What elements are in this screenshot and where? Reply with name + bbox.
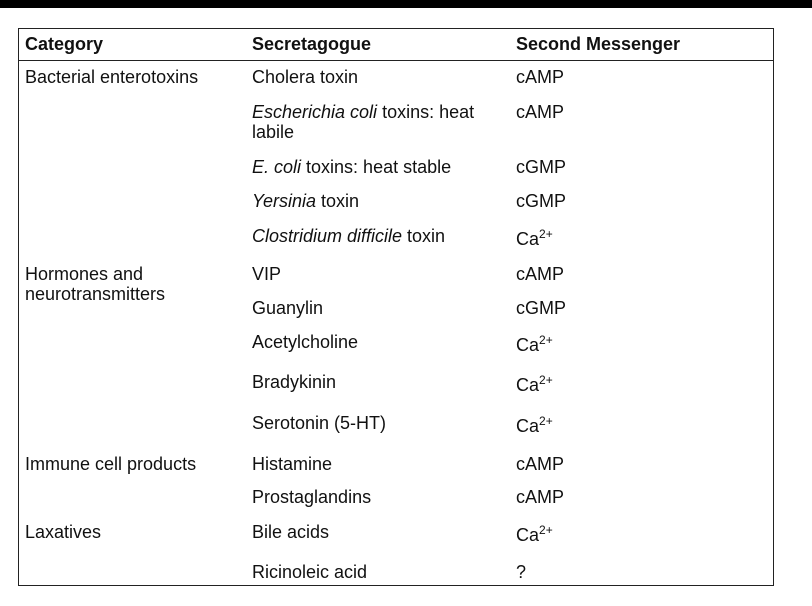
table-row-secretagogue: Bradykinin (252, 372, 507, 392)
category-cell: Laxatives (25, 522, 102, 542)
header-secretagogue: Secretagogue (252, 34, 372, 54)
category-cell: Bacterial enterotoxins (25, 67, 199, 87)
table-row-secretagogue: Clostridium difficile toxin (252, 226, 507, 246)
table-row-messenger: Ca2+ (516, 333, 553, 355)
table-row-secretagogue: Ricinoleic acid (252, 562, 507, 582)
table-header-row: Category Secretagogue Second Messenger (19, 29, 773, 61)
secretagogue-italic: E. coli (252, 157, 302, 177)
messenger-text: cAMP (516, 487, 565, 507)
messenger-text: Ca (516, 525, 540, 545)
messenger-text: cAMP (516, 264, 565, 284)
messenger-text: cGMP (516, 157, 567, 177)
secretagogue-text: Serotonin (5-HT) (252, 413, 387, 433)
messenger-text: cAMP (516, 67, 565, 87)
messenger-superscript: 2+ (539, 333, 553, 347)
table-row-messenger: cGMP (516, 191, 566, 211)
table-row-secretagogue: Bile acids (252, 522, 507, 542)
table-row-secretagogue: VIP (252, 264, 507, 284)
table-row-messenger: cAMP (516, 264, 564, 284)
secretagogue-text: Prostaglandins (252, 487, 372, 507)
messenger-text: cGMP (516, 298, 567, 318)
secretagogue-text: toxins: heat labile (252, 102, 475, 142)
top-border-bar (0, 0, 812, 8)
secretagogue-text: Acetylcholine (252, 332, 359, 352)
header-second-messenger: Second Messenger (516, 34, 681, 54)
secretagogue-text: Cholera toxin (252, 67, 359, 87)
messenger-superscript: 2+ (539, 373, 553, 387)
secretagogue-text: Ricinoleic acid (252, 562, 368, 582)
secretagogue-text: toxin (402, 226, 446, 246)
table-row-secretagogue: Serotonin (5-HT) (252, 413, 507, 433)
category-cell: Hormones and neurotransmitters (25, 264, 166, 304)
table-row-secretagogue: Guanylin (252, 298, 507, 318)
messenger-text: cGMP (516, 191, 567, 211)
table-row-secretagogue: Acetylcholine (252, 332, 507, 352)
table-row-messenger: cGMP (516, 298, 566, 318)
secretagogue-text: toxin (316, 191, 360, 211)
category-cell: Immune cell products (25, 454, 197, 474)
table-row-secretagogue: Cholera toxin (252, 67, 507, 87)
table-row-secretagogue: Histamine (252, 454, 507, 474)
secretagogue-text: toxins: heat stable (301, 157, 452, 177)
messenger-superscript: 2+ (539, 414, 553, 428)
messenger-text: Ca (516, 375, 540, 395)
table-row-messenger: Ca2+ (516, 414, 553, 436)
table-row-messenger: ? (516, 562, 526, 582)
table-row-messenger: cAMP (516, 102, 564, 122)
secretagogue-italic: Escherichia coli (252, 102, 378, 122)
messenger-text: Ca (516, 335, 540, 355)
table-row-secretagogue: Yersinia toxin (252, 191, 507, 211)
table-row-messenger: cAMP (516, 487, 564, 507)
table-row-secretagogue: Escherichia coli toxins: heat labile (252, 102, 507, 142)
secretagogue-text: Bile acids (252, 522, 330, 542)
messenger-text: cAMP (516, 454, 565, 474)
table-row-messenger: cAMP (516, 454, 564, 474)
messenger-text: Ca (516, 416, 540, 436)
messenger-superscript: 2+ (539, 227, 553, 241)
secretagogue-text: Bradykinin (252, 372, 337, 392)
table-row-secretagogue: Prostaglandins (252, 487, 507, 507)
secretagogue-text: Guanylin (252, 298, 324, 318)
header-category: Category (25, 34, 104, 54)
secretagogue-italic: Clostridium difficile (252, 226, 403, 246)
table-row-messenger: Ca2+ (516, 227, 553, 249)
table-row-messenger: cGMP (516, 157, 566, 177)
table-row-secretagogue: E. coli toxins: heat stable (252, 157, 507, 177)
secretagogue-italic: Yersinia (252, 191, 317, 211)
messenger-superscript: 2+ (539, 523, 553, 537)
messenger-text: Ca (516, 229, 540, 249)
table-row-messenger: Ca2+ (516, 523, 553, 545)
secretagogue-table: Category Secretagogue Second Messenger B… (18, 28, 774, 586)
messenger-text: cAMP (516, 102, 565, 122)
secretagogue-text: Histamine (252, 454, 333, 474)
messenger-text: ? (516, 562, 527, 582)
table-row-messenger: cAMP (516, 67, 564, 87)
secretagogue-text: VIP (252, 264, 282, 284)
table-row-messenger: Ca2+ (516, 373, 553, 395)
